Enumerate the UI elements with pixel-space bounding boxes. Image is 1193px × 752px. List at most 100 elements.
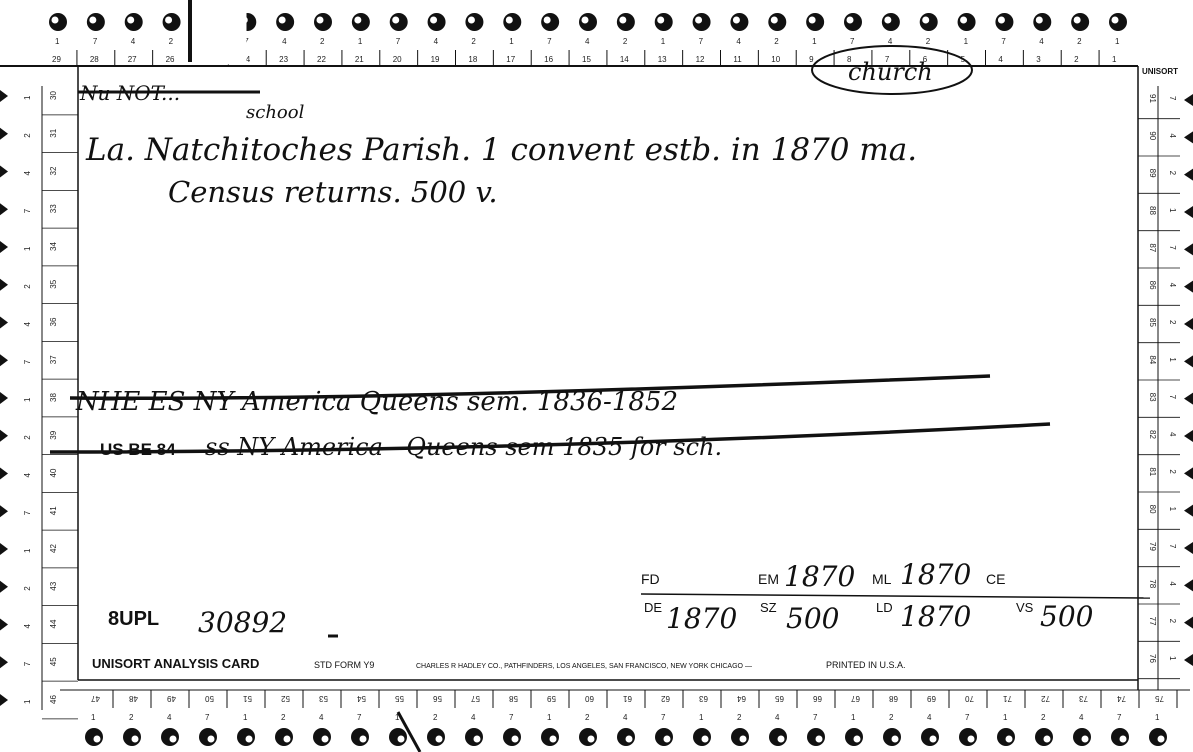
right-edge-row: 79 7 [1138, 542, 1193, 568]
left-edge-row: 4 40 [0, 467, 78, 493]
right-edge-code: 7 [1168, 96, 1177, 101]
struck-stamp-2: US BE 84 [100, 440, 176, 459]
left-edge-number: 36 [49, 317, 58, 326]
top-hole [351, 13, 370, 31]
bottom-hole [655, 728, 673, 746]
left-edge-code: 4 [23, 624, 32, 629]
bottom-hole-code: 7 [205, 713, 210, 722]
field-de-value: 1870 [666, 602, 737, 635]
bottom-hole-code: 1 [91, 713, 96, 722]
top-hole-code: 2 [169, 37, 174, 46]
bottom-hole [1073, 728, 1091, 746]
top-hole [86, 13, 105, 31]
left-edge-row: 2 31 [0, 127, 78, 154]
bottom-hole-code: 4 [623, 713, 628, 722]
top-hole [162, 13, 181, 31]
right-edge-row: 87 7 [1138, 243, 1193, 269]
bottom-hole [845, 728, 863, 746]
punched-notch-shadow [188, 0, 192, 62]
left-edge-row: 2 35 [0, 278, 78, 305]
bottom-hole [313, 728, 331, 746]
bottom-hole [883, 728, 901, 746]
strike-line-2 [49, 422, 1051, 454]
reference-number: 30892 [198, 606, 287, 639]
bottom-hole-code: 7 [661, 713, 666, 722]
bottom-slot-number: 68 [889, 694, 898, 703]
top-slot-number: 3 [1036, 55, 1041, 64]
right-edge-code: 1 [1168, 507, 1177, 512]
top-hole [465, 13, 484, 31]
right-edge-row: 91 7 [1138, 94, 1193, 120]
bottom-slot-number: 50 [205, 694, 214, 703]
top-hole-code: 1 [964, 37, 969, 46]
right-edge-number: 84 [1148, 355, 1157, 364]
top-slot-number: 29 [52, 55, 61, 64]
right-edge-number: 90 [1148, 131, 1157, 140]
top-hole [692, 13, 711, 31]
left-edge-code: 4 [23, 171, 32, 176]
top-slot-number: 17 [506, 55, 515, 64]
bottom-hole-code: 7 [813, 713, 818, 722]
bottom-hole-code: 7 [357, 713, 362, 722]
bottom-hole-code: 4 [775, 713, 780, 722]
right-edge-number: 82 [1148, 430, 1157, 439]
footer-title: UNISORT ANALYSIS CARD [92, 656, 259, 671]
top-hole-code: 2 [1077, 37, 1082, 46]
top-hole [995, 13, 1014, 31]
top-slot-number: 21 [355, 55, 364, 64]
bottom-notch-mark [396, 711, 422, 752]
left-edge-number: 41 [49, 506, 58, 515]
bottom-slot-number: 64 [737, 694, 746, 703]
top-hole [49, 13, 67, 31]
left-edge-code: 7 [23, 661, 32, 666]
left-edge-row: 1 34 [0, 241, 78, 267]
left-edge-code: 2 [23, 133, 32, 138]
footer-publisher: CHARLES R HADLEY CO., PATHFINDERS, LOS A… [416, 663, 752, 670]
punched-notch [189, 0, 247, 65]
field-em-value: 1870 [784, 560, 855, 593]
bottom-hole-code: 7 [1117, 713, 1122, 722]
left-edge-row: 7 41 [0, 505, 78, 531]
left-edge-number: 32 [49, 166, 58, 175]
left-edge-row: 1 42 [0, 543, 78, 569]
bottom-hole-code: 2 [1041, 713, 1046, 722]
top-hole [806, 13, 825, 31]
right-edge-row: 80 1 [1138, 504, 1193, 530]
bottom-hole-code: 4 [471, 713, 476, 722]
left-edge-code: 1 [23, 699, 32, 704]
bottom-hole [351, 728, 369, 746]
bottom-hole [541, 728, 559, 746]
top-hole [541, 13, 560, 31]
bottom-hole [389, 728, 407, 746]
bottom-hole-code: 2 [433, 713, 438, 722]
category-circle [811, 45, 973, 95]
brand-label: UNISORT [1142, 67, 1178, 76]
left-edge-row: 1 38 [0, 392, 78, 418]
bottom-hole-code: 7 [965, 713, 970, 722]
top-slot-number: 28 [90, 55, 99, 64]
right-edge-row: 81 2 [1138, 467, 1193, 493]
right-edge-code: 7 [1168, 245, 1177, 250]
left-edge-number: 38 [49, 393, 58, 402]
bottom-hole [921, 728, 939, 746]
bottom-slot-number: 65 [775, 694, 784, 703]
bottom-slot-number: 69 [927, 694, 936, 703]
bottom-hole-code: 1 [1003, 713, 1008, 722]
field-em-label: EM [758, 571, 779, 587]
bottom-hole [731, 728, 749, 746]
bottom-hole [199, 728, 217, 746]
bottom-hole-code: 4 [1079, 713, 1084, 722]
bottom-slot-number: 58 [509, 694, 518, 703]
bottom-hole-code: 2 [585, 713, 590, 722]
bottom-slot-number: 59 [547, 694, 556, 703]
bottom-hole [123, 728, 141, 746]
top-slot-number: 13 [658, 55, 667, 64]
right-edge-row: 82 4 [1138, 430, 1193, 456]
bottom-hole [1111, 728, 1129, 746]
top-edge-codes: 1 7 4 2 7 4 2 1 7 4 2 1 7 4 2 1 7 4 2 1 7 4 2 1 7 4 2 1 [55, 37, 1120, 46]
bottom-hole-code: 2 [737, 713, 742, 722]
bottom-slot-number: 57 [471, 694, 480, 703]
left-edge-code: 1 [23, 95, 32, 100]
bottom-hole-code: 1 [243, 713, 248, 722]
right-edge-code: 4 [1168, 133, 1177, 138]
